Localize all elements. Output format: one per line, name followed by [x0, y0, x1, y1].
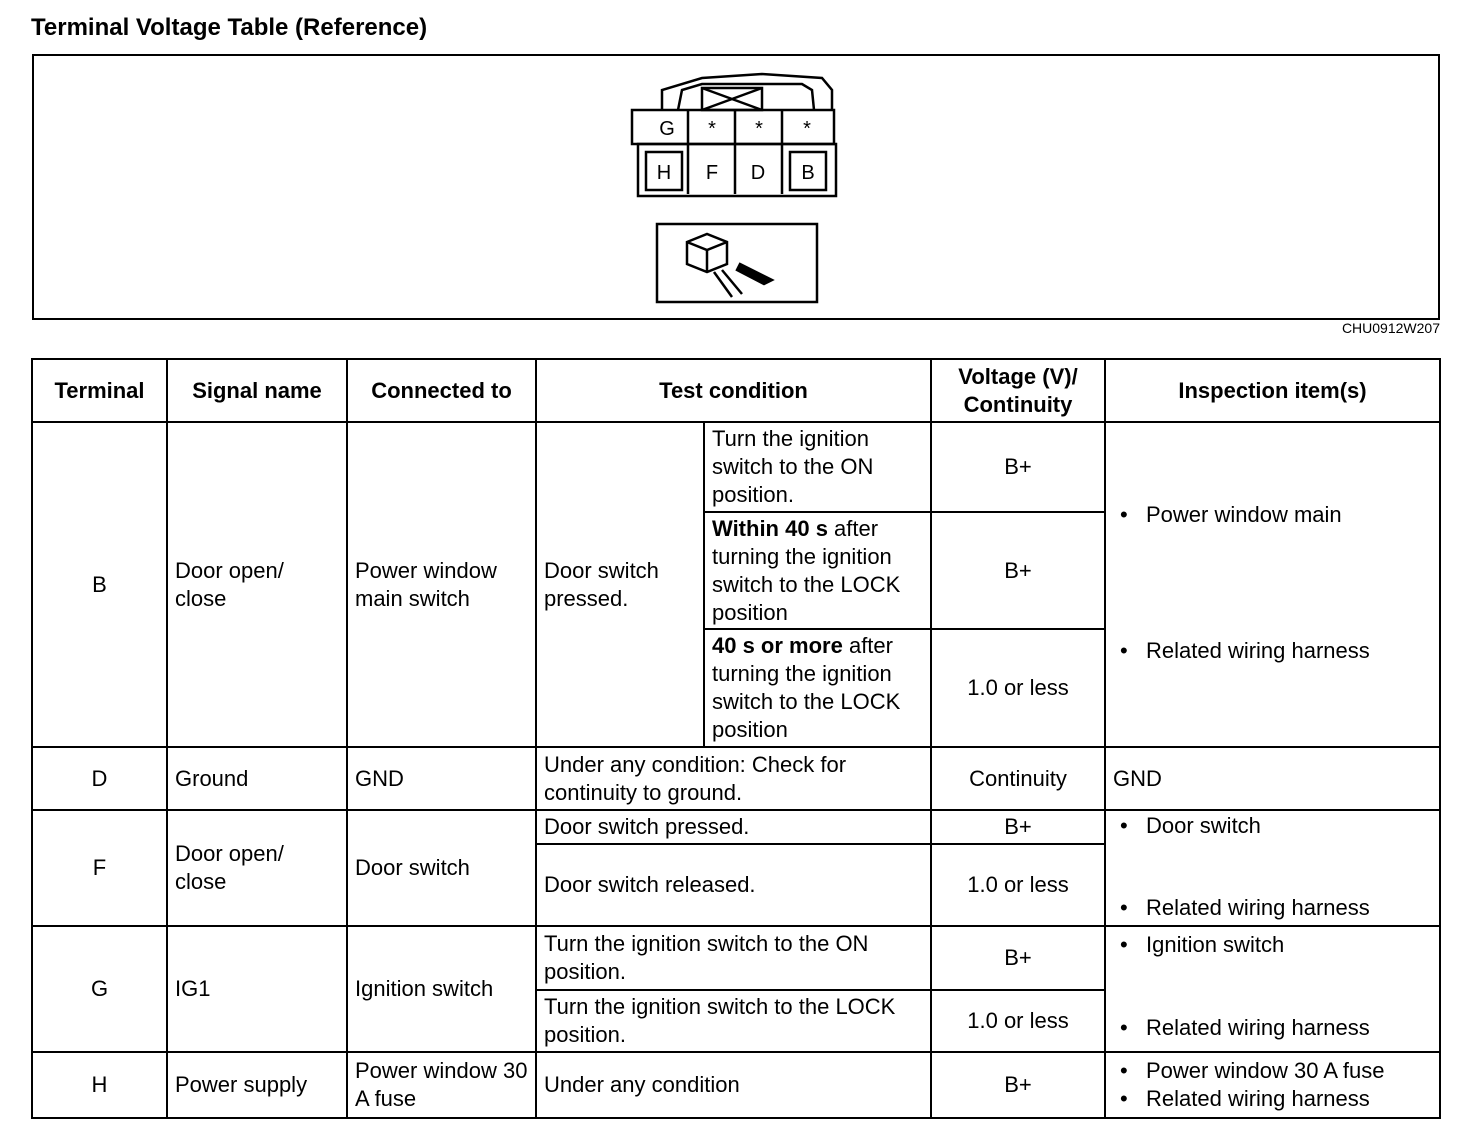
pin-label: H	[657, 162, 671, 184]
header-row: Terminal Signal name Connected to Test c…	[31, 358, 1441, 423]
test-cell: Door switch pressed.	[535, 421, 705, 748]
signal-cell: Door open/ close	[166, 809, 348, 927]
inspection-cell: • Power window main • Related wiring harne…	[1104, 421, 1441, 748]
voltage-cell: 1.0 or less	[930, 628, 1106, 748]
terminal-cell: D	[31, 746, 168, 811]
table-row: F Door open/ close Door switch Door swit…	[31, 809, 1441, 927]
voltage-cell: B+	[930, 809, 1106, 845]
inspection-cell: • Power window 30 A fuse • Related wiring …	[1104, 1051, 1441, 1119]
signal-cell: IG1	[166, 925, 348, 1053]
test-cell: Under any condition: Check for continuit…	[535, 746, 932, 811]
test-cell: Turn the ignition switch to the LOCK pos…	[535, 989, 932, 1053]
pin-label: *	[803, 118, 811, 140]
voltage-cell: 1.0 or less	[930, 843, 1106, 927]
table-row: 40 s or more after turning the ignition …	[32, 628, 1440, 748]
pin-label: B	[801, 162, 814, 184]
header-test: Test condition	[535, 358, 932, 423]
connected-cell: Door switch	[346, 809, 537, 927]
connected-cell: Power window 30 A fuse	[346, 1051, 537, 1119]
header-terminal: Terminal	[31, 358, 168, 423]
inspection-cell: • Ignition switch • Related wiring harness	[1104, 925, 1441, 1053]
table-row: Door switch released. 1.0 or less	[32, 843, 1440, 927]
table-row: Within 40 s after turning the ignition s…	[32, 511, 1440, 630]
table-row: Turn the ignition switch to the LOCK pos…	[32, 989, 1440, 1053]
connector-diagram: G * * * H F D B	[630, 72, 838, 304]
header-voltage: Voltage (V)/ Continuity	[930, 358, 1106, 423]
connected-cell: Ignition switch	[346, 925, 537, 1053]
inspection-item: • Related wiring harness	[1120, 895, 1370, 920]
page-title: Terminal Voltage Table (Reference)	[31, 14, 428, 41]
terminal-cell: F	[31, 809, 168, 927]
header-inspection: Inspection item(s)	[1104, 358, 1441, 423]
subcondition-cell: 40 s or more after turning the ignition …	[703, 628, 932, 748]
voltage-cell: B+	[930, 1051, 1106, 1119]
test-cell: Door switch pressed.	[535, 809, 932, 845]
header-signal: Signal name	[166, 358, 348, 423]
pin-label: G	[659, 118, 675, 140]
table-row: H Power supply Power window 30 A fuse Un…	[31, 1051, 1441, 1119]
signal-cell: Power supply	[166, 1051, 348, 1119]
inspection-item: • Related wiring harness	[1120, 1015, 1370, 1040]
terminal-cell: H	[31, 1051, 168, 1119]
inspection-item: • Door switch	[1120, 813, 1261, 838]
voltage-cell: Continuity	[930, 746, 1106, 811]
test-cell: Under any condition	[535, 1051, 932, 1119]
test-cell: Door switch released.	[535, 843, 932, 927]
signal-cell: Door open/ close	[166, 421, 348, 748]
voltage-cell: B+	[930, 421, 1106, 513]
terminal-cell: G	[31, 925, 168, 1053]
inspection-item: • Power window main	[1120, 502, 1342, 527]
pin-label: *	[708, 118, 716, 140]
figure-code: CHU0912W207	[1341, 320, 1440, 336]
table-row: D Ground GND Under any condition: Check …	[31, 746, 1441, 811]
voltage-cell: 1.0 or less	[930, 989, 1106, 1053]
inspection-cell: GND	[1104, 746, 1441, 811]
subcondition-cell: Within 40 s after turning the ignition s…	[703, 511, 932, 630]
pin-label: D	[751, 162, 765, 184]
signal-cell: Ground	[166, 746, 348, 811]
connected-cell: GND	[346, 746, 537, 811]
subcondition-cell: Turn the ignition switch to the ON posit…	[703, 421, 932, 513]
voltage-cell: B+	[930, 511, 1106, 630]
inspection-cell: • Door switch • Related wiring harness	[1104, 809, 1441, 927]
connected-cell: Power window main switch	[346, 421, 537, 748]
test-cell: Turn the ignition switch to the ON posit…	[535, 925, 932, 991]
pin-label: *	[755, 118, 763, 140]
terminal-voltage-table: Terminal Signal name Connected to Test c…	[31, 358, 1441, 1119]
inspection-item: • Ignition switch	[1120, 932, 1285, 957]
table-row: G IG1 Ignition switch Turn the ignition …	[31, 925, 1441, 1053]
voltage-cell: B+	[930, 925, 1106, 991]
inspection-item: • Power window 30 A fuse	[1120, 1058, 1385, 1083]
pin-label: F	[706, 162, 718, 184]
inspection-item: • Related wiring harness	[1120, 638, 1370, 663]
inspection-item: • Related wiring harness	[1120, 1086, 1370, 1111]
table-row: B Door open/ close Power window main swi…	[31, 421, 1441, 748]
connector-figure: G * * * H F D B	[32, 54, 1440, 320]
terminal-cell: B	[31, 421, 168, 748]
header-connected: Connected to	[346, 358, 537, 423]
